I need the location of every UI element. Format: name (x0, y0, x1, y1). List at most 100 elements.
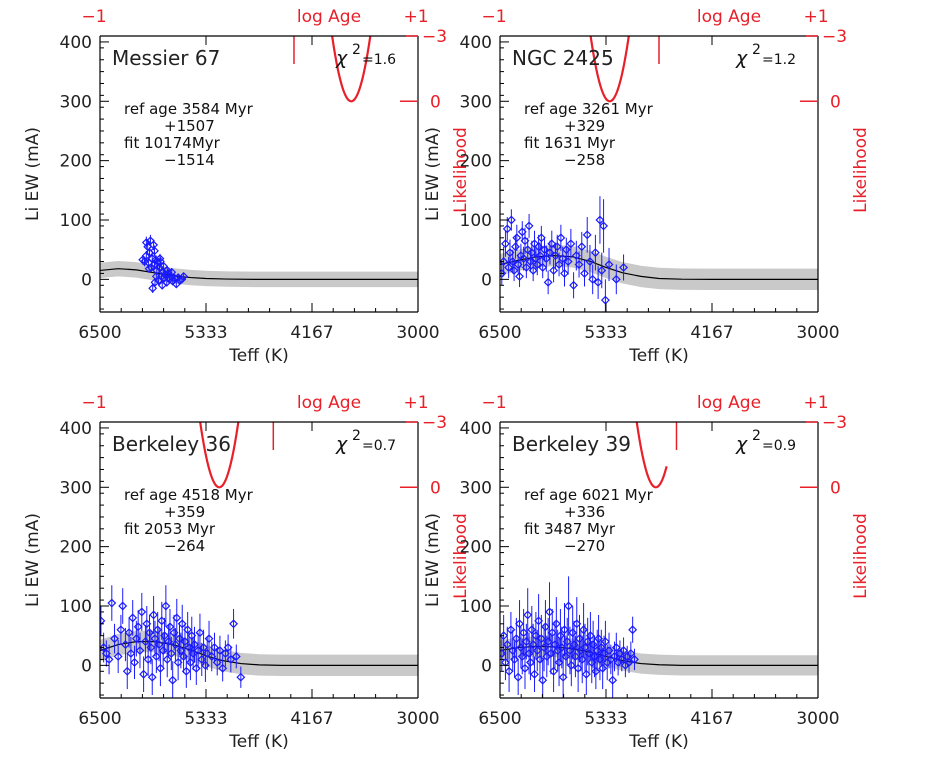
y-tick-label: 400 (460, 33, 492, 53)
data-point-marker (558, 254, 568, 264)
data-point-marker (168, 675, 178, 685)
likelihood-tick-label: 0 (430, 92, 441, 112)
data-point-marker (195, 628, 205, 638)
data-point-marker (506, 625, 516, 635)
likelihood-curve (635, 421, 668, 489)
fit-age-minus-error: −264 (164, 537, 205, 555)
data-point-marker (535, 251, 545, 261)
data-point-marker (510, 242, 520, 252)
data-point-marker (628, 625, 638, 635)
data-point-marker (549, 666, 559, 676)
data-point-marker (122, 666, 132, 676)
data-point-marker (617, 654, 627, 664)
likelihood-curve (199, 421, 240, 489)
data-point-marker (508, 646, 518, 655)
x-tick-label: 4167 (290, 323, 333, 343)
data-point-marker (179, 271, 189, 281)
data-point-marker (181, 666, 191, 676)
data-point-marker (110, 634, 119, 644)
log-age-left-label: −1 (81, 393, 106, 413)
data-point-marker (600, 295, 610, 305)
data-point-marker (619, 646, 629, 655)
data-point-marker (547, 239, 557, 249)
y-tick-label: 0 (81, 270, 92, 290)
data-point-marker (530, 239, 539, 249)
data-point-marker (536, 233, 546, 243)
fit-age-annotation: fit 10174Myr (124, 134, 221, 152)
data-point-marker (523, 610, 533, 620)
data-point-marker (210, 643, 219, 652)
data-point-marker (530, 669, 539, 679)
data-point-marker (133, 622, 143, 632)
data-point-marker (167, 267, 177, 277)
x-tick-label: 3000 (396, 323, 439, 343)
data-point-marker (511, 634, 521, 644)
data-point-marker (509, 266, 519, 275)
data-point-marker (506, 215, 516, 225)
chart-panel-1: 6500 5333 4167 3000 0 100 200 300 400 −3 0 −1 log Ag… (23, 7, 471, 366)
log-age-axis-label: log Age (297, 393, 361, 413)
data-point-marker (610, 652, 619, 661)
data-point-marker (551, 619, 561, 629)
likelihood-axis-label: Likelihood (451, 127, 471, 213)
y-tick-label: 200 (460, 152, 492, 172)
data-point-marker (170, 640, 180, 650)
y-tick-label: 300 (460, 478, 492, 498)
data-point-marker (552, 242, 562, 252)
data-point-marker (139, 669, 149, 679)
chi-exponent: 2 (752, 42, 761, 58)
chart-panel-3: 6500 5333 4167 3000 0 100 200 300 400 −3 0 −1 log Ag… (23, 393, 471, 752)
data-point-marker (550, 251, 560, 261)
data-point-marker (543, 277, 553, 287)
data-point-marker (501, 657, 510, 667)
chart-panel-4: 6500 5333 4167 3000 0 100 200 300 400 −3 0 −1 log Ag… (423, 393, 871, 752)
likelihood-tick-label: −3 (422, 27, 447, 47)
data-point-marker (150, 246, 159, 256)
data-point-marker (535, 654, 545, 664)
y-tick-label: 400 (60, 33, 92, 53)
y-tick-label: 100 (60, 597, 92, 617)
x-tick-label: 6500 (478, 323, 521, 343)
data-point-marker (504, 263, 514, 272)
chi-exponent: 2 (352, 42, 361, 58)
data-point-marker (148, 283, 158, 293)
data-points (500, 576, 639, 698)
data-point-marker (566, 239, 576, 249)
data-points (100, 585, 246, 698)
data-point-marker (231, 652, 241, 661)
x-tick-label: 4167 (690, 323, 733, 343)
data-point-marker (137, 607, 147, 617)
x-tick-label: 6500 (478, 709, 521, 729)
data-point-marker (611, 643, 621, 652)
data-point-marker (588, 640, 598, 650)
data-point-marker (569, 280, 579, 290)
data-point-marker (549, 266, 559, 275)
data-point-marker (604, 646, 614, 655)
data-point-marker (598, 663, 608, 673)
data-point-marker (183, 625, 193, 635)
chi-value: =1.6 (362, 52, 396, 68)
data-point-marker (144, 264, 154, 274)
data-point-marker (568, 628, 578, 638)
log-age-right-label: +1 (403, 7, 428, 27)
data-point-marker (500, 631, 509, 641)
data-point-marker (504, 666, 514, 676)
x-tick-label: 5333 (584, 709, 627, 729)
data-point-marker (577, 242, 587, 252)
x-tick-label: 4167 (290, 709, 333, 729)
y-tick-label: 400 (60, 419, 92, 439)
x-tick-label: 5333 (184, 709, 227, 729)
likelihood-tick-label: 0 (830, 92, 841, 112)
log-age-left-label: −1 (481, 393, 506, 413)
likelihood-axis-label: Likelihood (851, 127, 871, 213)
data-point-marker (147, 672, 157, 682)
fit-age-minus-error: −258 (564, 151, 605, 169)
data-point-marker (502, 224, 512, 234)
y-tick-label: 300 (60, 92, 92, 112)
y-tick-label: 200 (60, 538, 92, 558)
data-point-marker (191, 663, 201, 673)
log-age-left-label: −1 (81, 7, 106, 27)
ref-age-plus-error: +329 (564, 117, 605, 135)
data-point-marker (521, 263, 531, 272)
